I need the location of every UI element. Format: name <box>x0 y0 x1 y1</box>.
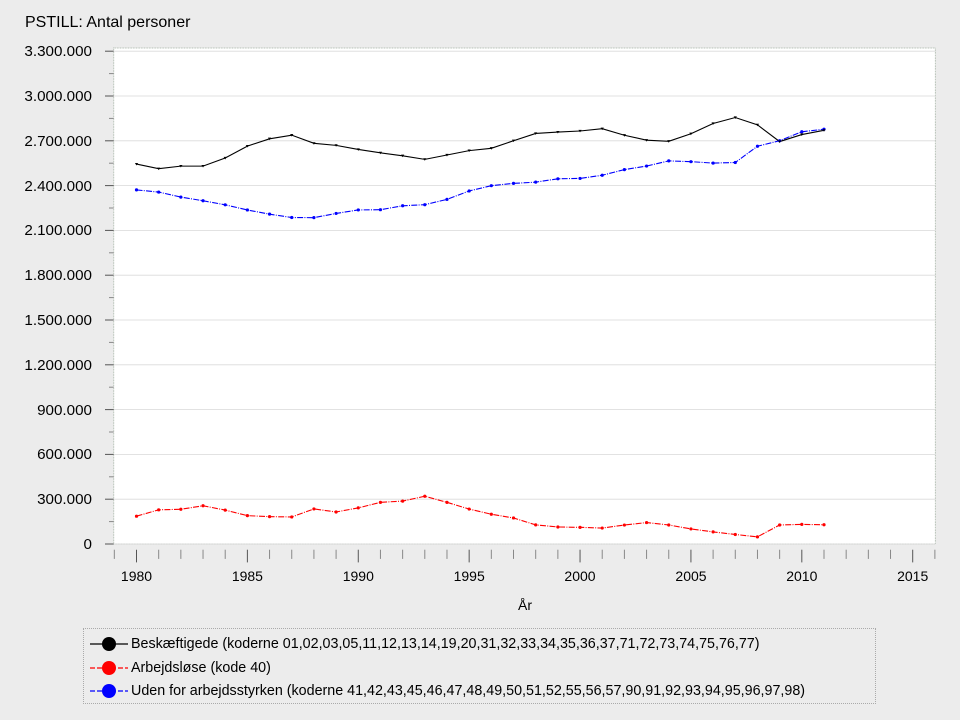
svg-text:1985: 1985 <box>232 568 263 584</box>
svg-text:1.800.000: 1.800.000 <box>24 267 92 284</box>
svg-text:2.700.000: 2.700.000 <box>24 133 92 150</box>
svg-text:2015: 2015 <box>897 568 928 584</box>
svg-text:1990: 1990 <box>343 568 374 584</box>
svg-text:2.400.000: 2.400.000 <box>24 178 92 195</box>
svg-text:600.000: 600.000 <box>37 446 92 463</box>
svg-text:1.200.000: 1.200.000 <box>24 357 92 374</box>
svg-text:2005: 2005 <box>675 568 706 584</box>
svg-text:1995: 1995 <box>454 568 485 584</box>
svg-text:1.500.000: 1.500.000 <box>24 312 92 329</box>
svg-text:900.000: 900.000 <box>37 402 92 419</box>
svg-text:2.100.000: 2.100.000 <box>24 222 92 239</box>
svg-text:300.000: 300.000 <box>37 491 92 508</box>
svg-text:År: År <box>518 597 532 613</box>
svg-text:3.300.000: 3.300.000 <box>24 43 92 60</box>
svg-text:1980: 1980 <box>121 568 152 584</box>
svg-text:2000: 2000 <box>564 568 595 584</box>
svg-text:0: 0 <box>84 536 92 553</box>
svg-text:2010: 2010 <box>786 568 817 584</box>
svg-text:3.000.000: 3.000.000 <box>24 88 92 105</box>
